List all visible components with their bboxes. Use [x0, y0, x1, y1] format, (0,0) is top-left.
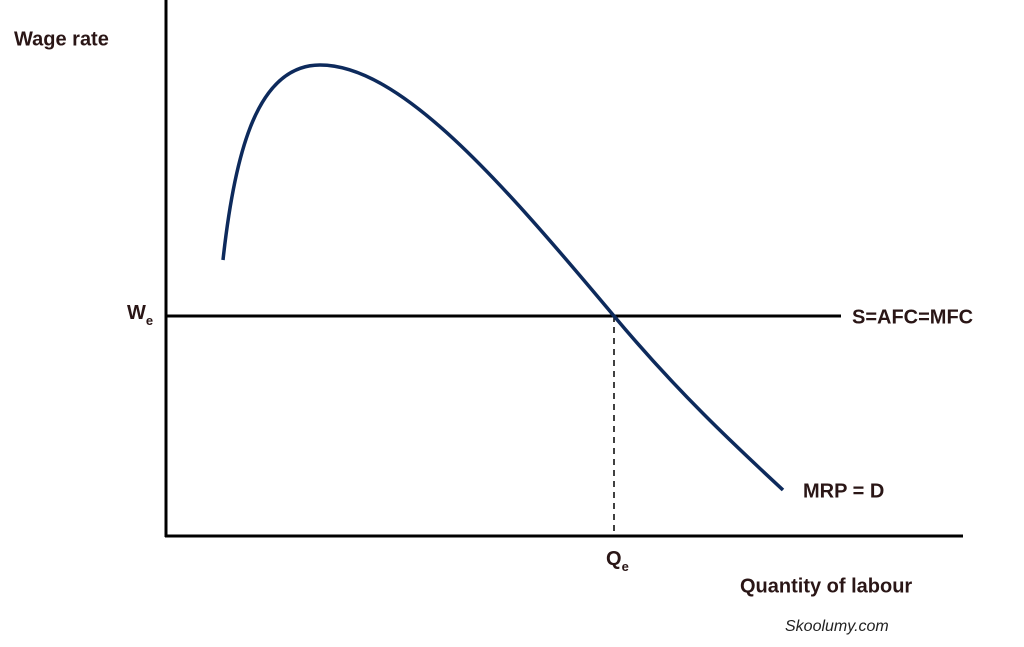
y-axis-label: Wage rate	[14, 28, 109, 50]
demand-label: MRP = D	[803, 480, 884, 502]
quantity-subscript: e	[622, 559, 629, 574]
wage-label: We	[127, 302, 153, 328]
supply-label: S=AFC=MFC	[852, 306, 973, 328]
wage-subscript: e	[146, 313, 153, 328]
demand-curve	[221, 63, 785, 492]
watermark: Skoolumy.com	[785, 618, 889, 635]
quantity-label: Qe	[606, 548, 629, 574]
quantity-symbol: Q	[606, 548, 622, 570]
x-axis-label: Quantity of labour	[740, 575, 912, 597]
wage-symbol: W	[127, 302, 146, 324]
